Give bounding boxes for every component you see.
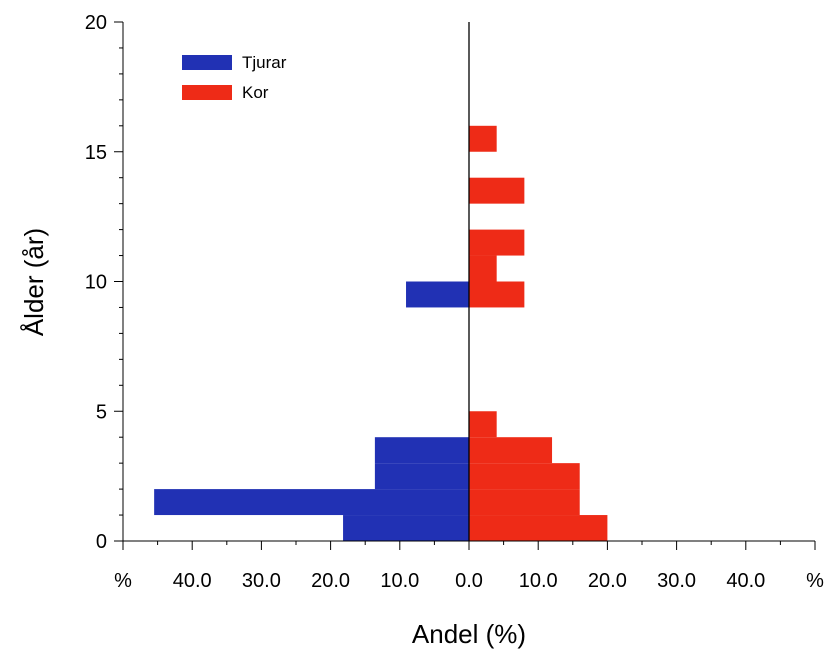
x-tick-label: 10.0 (380, 570, 419, 592)
x-tick-label: % (806, 570, 824, 592)
y-axis-title: Ålder (år) (19, 228, 49, 336)
female-bar-age-0 (469, 515, 608, 541)
y-tick-label: 15 (85, 142, 107, 164)
legend: Tjurar Kor (182, 53, 287, 102)
y-tick-label: 5 (96, 401, 107, 423)
y-tick-label: 0 (96, 531, 107, 553)
female-bar-age-13 (469, 177, 525, 204)
x-tick-label: 30.0 (242, 570, 281, 592)
x-tick-label: 10.0 (519, 570, 558, 592)
legend-label-kor: Kor (242, 83, 269, 102)
female-bar-age-3 (469, 437, 553, 464)
male-bar-age-9 (406, 281, 469, 308)
female-bar-age-11 (469, 229, 525, 256)
x-tick-label: 0.0 (455, 570, 483, 592)
female-bar-age-4 (469, 411, 497, 438)
axes-layer: 0 5 10 15 20% 40.0 30.0 20.0 10.0 0.0 10.0 20.0 30.0… (85, 12, 824, 592)
female-bar-age-1 (469, 489, 580, 516)
y-tick-label: 10 (85, 272, 107, 294)
x-tick-label: 30.0 (657, 570, 696, 592)
x-tick-label: % (114, 570, 132, 592)
y-tick-label: 20 (85, 12, 107, 34)
male-bar-age-1 (154, 489, 469, 516)
x-axis-title: Andel (%) (412, 619, 526, 649)
male-bar-age-2 (374, 463, 469, 490)
bars-layer (154, 125, 608, 541)
legend-swatch-kor (182, 85, 232, 100)
female-bar-age-15 (469, 125, 497, 152)
male-bar-age-3 (374, 437, 469, 464)
female-bar-age-2 (469, 463, 580, 490)
male-bar-age-0 (343, 515, 469, 541)
female-bar-age-10 (469, 255, 497, 282)
female-bar-age-9 (469, 281, 525, 308)
legend-swatch-tjurar (182, 55, 232, 70)
x-tick-label: 20.0 (588, 570, 627, 592)
x-tick-label: 40.0 (173, 570, 212, 592)
x-tick-label: 20.0 (311, 570, 350, 592)
x-tick-label: 40.0 (726, 570, 765, 592)
legend-label-tjurar: Tjurar (242, 53, 287, 72)
